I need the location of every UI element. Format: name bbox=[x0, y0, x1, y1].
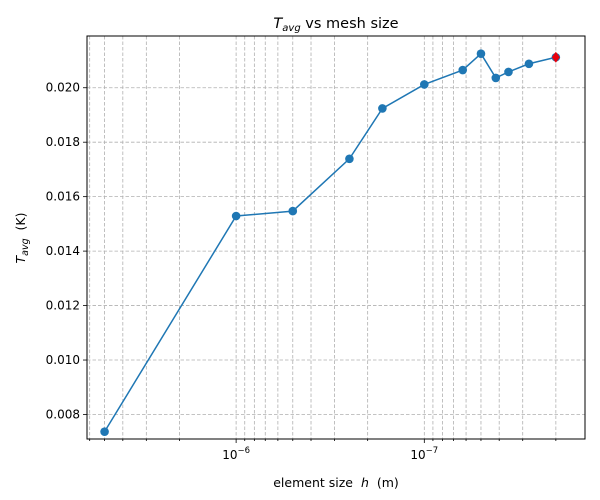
data-point bbox=[288, 206, 298, 216]
data-point bbox=[491, 73, 501, 83]
y-axis-ticks: 0.008 0.010 0.012 0.014 0.016 0.018 0.020 bbox=[46, 81, 87, 421]
x-tick-label: 10−6 bbox=[222, 446, 250, 462]
data-point bbox=[345, 154, 354, 164]
y-tick-label: 0.014 bbox=[46, 244, 80, 258]
y-tick-label: 0.012 bbox=[46, 299, 80, 313]
y-tick-label: 0.008 bbox=[46, 407, 80, 421]
data-point bbox=[378, 104, 387, 113]
y-tick-label: 0.018 bbox=[46, 135, 80, 149]
data-point bbox=[524, 59, 534, 69]
data-point bbox=[420, 80, 429, 89]
highlight-point bbox=[551, 51, 560, 63]
y-tick-label: 0.010 bbox=[46, 353, 80, 367]
y-axis-label: Tavg (K) bbox=[13, 212, 31, 263]
x-tick-label: 10−7 bbox=[410, 446, 438, 462]
plot-frame bbox=[86, 35, 586, 440]
data-point bbox=[100, 427, 109, 436]
data-point bbox=[504, 67, 513, 77]
x-axis-label: element size h (m) bbox=[273, 475, 399, 490]
chart-title: Tavg vs mesh size bbox=[273, 16, 398, 34]
data-points bbox=[100, 49, 561, 436]
grid-lines bbox=[87, 36, 585, 439]
y-tick-label: 0.016 bbox=[46, 190, 80, 204]
data-point bbox=[476, 49, 486, 58]
y-tick-label: 0.020 bbox=[46, 81, 80, 95]
x-axis-ticks: 10−6 10−7 bbox=[89, 439, 557, 462]
data-point bbox=[231, 211, 241, 221]
data-point bbox=[458, 65, 468, 75]
series-line bbox=[103, 52, 557, 433]
